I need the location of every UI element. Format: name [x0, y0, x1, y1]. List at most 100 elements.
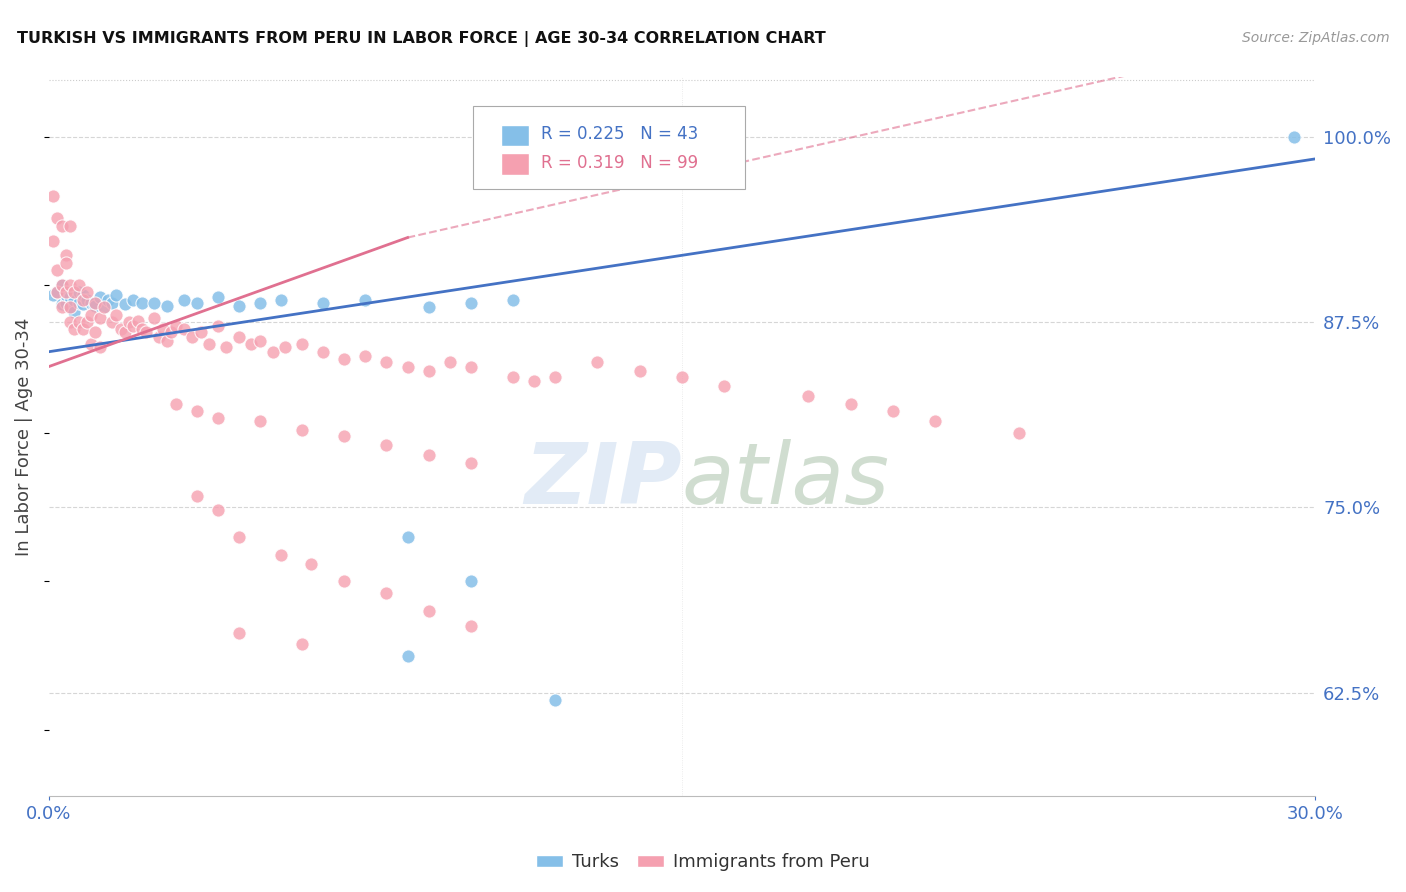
Point	[186, 488, 208, 502]
Point	[544, 370, 567, 384]
Point	[396, 648, 419, 663]
Point	[333, 429, 356, 443]
Text: R = 0.225   N = 43: R = 0.225 N = 43	[541, 125, 699, 143]
Point	[84, 299, 107, 313]
Point	[523, 375, 546, 389]
Text: ZIP: ZIP	[524, 439, 682, 522]
Point	[46, 211, 69, 226]
Point	[67, 295, 90, 310]
Point	[80, 308, 103, 322]
Point	[839, 396, 862, 410]
Point	[502, 370, 524, 384]
Point	[186, 404, 208, 418]
Point	[143, 310, 166, 325]
Point	[93, 300, 115, 314]
Point	[63, 293, 86, 307]
Point	[190, 326, 212, 340]
Point	[312, 344, 335, 359]
Point	[460, 619, 482, 633]
Point	[80, 337, 103, 351]
Point	[89, 340, 111, 354]
Point	[122, 319, 145, 334]
Point	[63, 322, 86, 336]
Point	[270, 548, 292, 562]
Point	[312, 295, 335, 310]
Point	[101, 295, 124, 310]
Point	[249, 414, 271, 428]
Point	[93, 300, 115, 314]
Y-axis label: In Labor Force | Age 30-34: In Labor Force | Age 30-34	[15, 318, 32, 556]
Point	[460, 456, 482, 470]
Point	[1282, 129, 1305, 144]
Point	[122, 293, 145, 307]
Point	[84, 295, 107, 310]
Point	[55, 256, 77, 270]
Point	[67, 285, 90, 300]
Point	[143, 295, 166, 310]
Point	[42, 234, 65, 248]
Point	[46, 285, 69, 300]
Text: Source: ZipAtlas.com: Source: ZipAtlas.com	[1241, 31, 1389, 45]
Point	[181, 330, 204, 344]
Point	[55, 288, 77, 302]
Point	[207, 503, 229, 517]
Point	[418, 604, 440, 618]
Point	[80, 295, 103, 310]
Point	[460, 359, 482, 374]
Point	[375, 355, 398, 369]
Point	[291, 637, 314, 651]
Point	[418, 364, 440, 378]
Point	[51, 277, 73, 292]
Point	[55, 285, 77, 300]
Point	[42, 288, 65, 302]
Point	[101, 315, 124, 329]
Point	[84, 326, 107, 340]
Point	[51, 297, 73, 311]
Point	[418, 300, 440, 314]
Point	[72, 293, 94, 307]
Point	[165, 396, 187, 410]
Point	[460, 295, 482, 310]
Point	[240, 337, 263, 351]
Point	[418, 449, 440, 463]
Point	[59, 277, 82, 292]
Point	[118, 315, 141, 329]
Text: atlas: atlas	[682, 439, 890, 522]
Point	[131, 322, 153, 336]
Point	[544, 693, 567, 707]
Point	[110, 322, 132, 336]
Point	[59, 315, 82, 329]
Point	[67, 277, 90, 292]
Point	[249, 334, 271, 349]
Point	[51, 300, 73, 314]
Text: R = 0.319   N = 99: R = 0.319 N = 99	[541, 153, 699, 171]
Point	[63, 285, 86, 300]
Point	[59, 290, 82, 304]
Point	[228, 299, 250, 313]
Point	[333, 574, 356, 589]
Point	[228, 626, 250, 640]
Point	[460, 574, 482, 589]
Point	[671, 370, 693, 384]
Point	[262, 344, 284, 359]
Point	[215, 340, 238, 354]
Point	[354, 293, 377, 307]
Point	[127, 313, 149, 327]
Point	[173, 293, 195, 307]
Point	[97, 293, 120, 307]
Point	[375, 438, 398, 452]
Point	[76, 315, 98, 329]
Point	[882, 404, 904, 418]
Point	[114, 326, 136, 340]
Point	[333, 352, 356, 367]
Point	[131, 295, 153, 310]
Point	[89, 290, 111, 304]
FancyBboxPatch shape	[472, 106, 745, 189]
Point	[299, 557, 322, 571]
Point	[228, 530, 250, 544]
Point	[46, 263, 69, 277]
Point	[76, 285, 98, 300]
Point	[291, 337, 314, 351]
Point	[59, 300, 82, 314]
Point	[274, 340, 297, 354]
